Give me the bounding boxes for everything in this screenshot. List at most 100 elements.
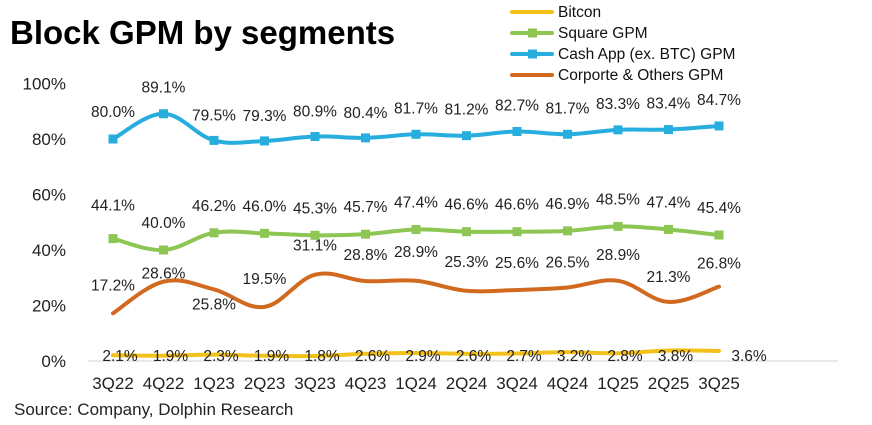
series-square-gpm [108, 221, 724, 255]
data-label: 83.3% [596, 96, 640, 113]
data-label: 82.7% [495, 98, 539, 115]
legend-entry: Corporte & Others GPM [510, 67, 723, 84]
data-label: 25.6% [495, 255, 539, 272]
data-point [462, 131, 471, 141]
data-label: 80.9% [293, 104, 337, 121]
data-point [664, 125, 673, 135]
data-label: 2.7% [506, 348, 542, 365]
data-label: 28.8% [344, 247, 388, 264]
data-label: 2.9% [405, 348, 441, 365]
legend-label: Square GPM [558, 25, 648, 42]
data-point [310, 132, 320, 142]
x-tick-label: 4Q22 [143, 374, 185, 393]
chart-title: Block GPM by segments [10, 14, 396, 51]
data-label: 2.6% [355, 348, 391, 365]
data-point [563, 226, 572, 236]
data-point [260, 228, 269, 238]
data-point [361, 133, 370, 143]
data-label: 45.7% [344, 199, 388, 216]
data-label: 45.4% [697, 200, 741, 217]
data-label: 26.8% [697, 256, 741, 273]
data-point [512, 127, 522, 137]
data-label: 21.3% [647, 269, 691, 286]
legend-marker [528, 49, 537, 59]
data-point [411, 129, 421, 139]
data-label: 46.2% [192, 198, 236, 215]
series-line [111, 271, 721, 316]
series-line [111, 348, 721, 359]
legend-marker [528, 28, 537, 38]
data-label: 31.1% [293, 238, 337, 255]
series-corporte-others-gpm [111, 271, 721, 316]
series-bitcon [111, 348, 721, 359]
data-label: 81.2% [445, 102, 489, 119]
y-tick-label: 100% [23, 75, 66, 94]
data-point [714, 230, 724, 240]
data-label: 48.5% [596, 191, 640, 208]
data-label: 46.6% [495, 197, 539, 214]
data-label: 46.0% [243, 198, 287, 215]
x-tick-label: 3Q25 [698, 374, 740, 393]
y-tick-label: 60% [32, 186, 66, 205]
data-point [462, 227, 471, 237]
x-tick-label: 3Q23 [294, 374, 336, 393]
data-label: 25.3% [445, 254, 489, 271]
data-label: 3.8% [658, 348, 694, 365]
data-point [361, 229, 370, 239]
data-point [108, 134, 118, 144]
data-label: 28.9% [596, 247, 640, 264]
data-label: 1.9% [153, 348, 189, 365]
data-label: 3.2% [557, 348, 593, 365]
data-label: 81.7% [546, 100, 590, 117]
data-label: 1.8% [304, 348, 340, 365]
data-point [613, 221, 623, 231]
data-label: 79.3% [243, 108, 287, 125]
x-tick-label: 1Q25 [597, 374, 639, 393]
data-label: 46.9% [546, 196, 590, 213]
y-tick-label: 20% [32, 297, 66, 316]
legend-label: Corporte & Others GPM [558, 67, 723, 84]
x-tick-label: 1Q24 [395, 374, 437, 393]
data-point [108, 234, 118, 244]
data-point [159, 109, 168, 119]
x-tick-label: 3Q24 [496, 374, 538, 393]
data-label: 2.1% [102, 348, 138, 365]
data-label: 2.8% [607, 348, 643, 365]
legend-label: Bitcon [558, 4, 601, 21]
y-tick-label: 80% [32, 130, 66, 149]
x-tick-label: 2Q23 [244, 374, 286, 393]
data-label: 80.0% [91, 104, 135, 121]
x-tick-label: 4Q23 [345, 374, 387, 393]
data-point [563, 129, 572, 139]
data-label: 80.4% [344, 105, 388, 122]
legend-label: Cash App (ex. BTC) GPM [558, 46, 735, 63]
data-label: 28.6% [142, 266, 186, 283]
data-label: 47.4% [394, 194, 438, 211]
x-tick-label: 4Q24 [547, 374, 589, 393]
data-label: 3.6% [731, 348, 767, 365]
x-tick-label: 3Q22 [92, 374, 134, 393]
legend-entry: Bitcon [510, 4, 601, 21]
data-label: 28.9% [394, 244, 438, 261]
data-point [310, 230, 320, 240]
data-label: 17.2% [91, 277, 135, 294]
data-label: 45.3% [293, 200, 337, 217]
data-point [209, 228, 219, 238]
data-label: 83.4% [647, 96, 691, 113]
x-tick-label: 2Q25 [648, 374, 690, 393]
data-label: 89.1% [142, 80, 186, 97]
x-tick-label: 2Q24 [446, 374, 488, 393]
data-label: 46.6% [445, 197, 489, 214]
data-label: 44.1% [91, 198, 135, 215]
data-point [260, 136, 269, 146]
legend-entry: Square GPM [510, 25, 648, 42]
data-label: 79.5% [192, 107, 236, 124]
series-cash-app-ex-btc-gpm [108, 109, 724, 146]
data-label: 47.4% [647, 194, 691, 211]
data-label: 25.8% [192, 296, 236, 313]
y-tick-label: 40% [32, 241, 66, 260]
data-label: 81.7% [394, 100, 438, 117]
data-label: 40.0% [142, 215, 186, 232]
